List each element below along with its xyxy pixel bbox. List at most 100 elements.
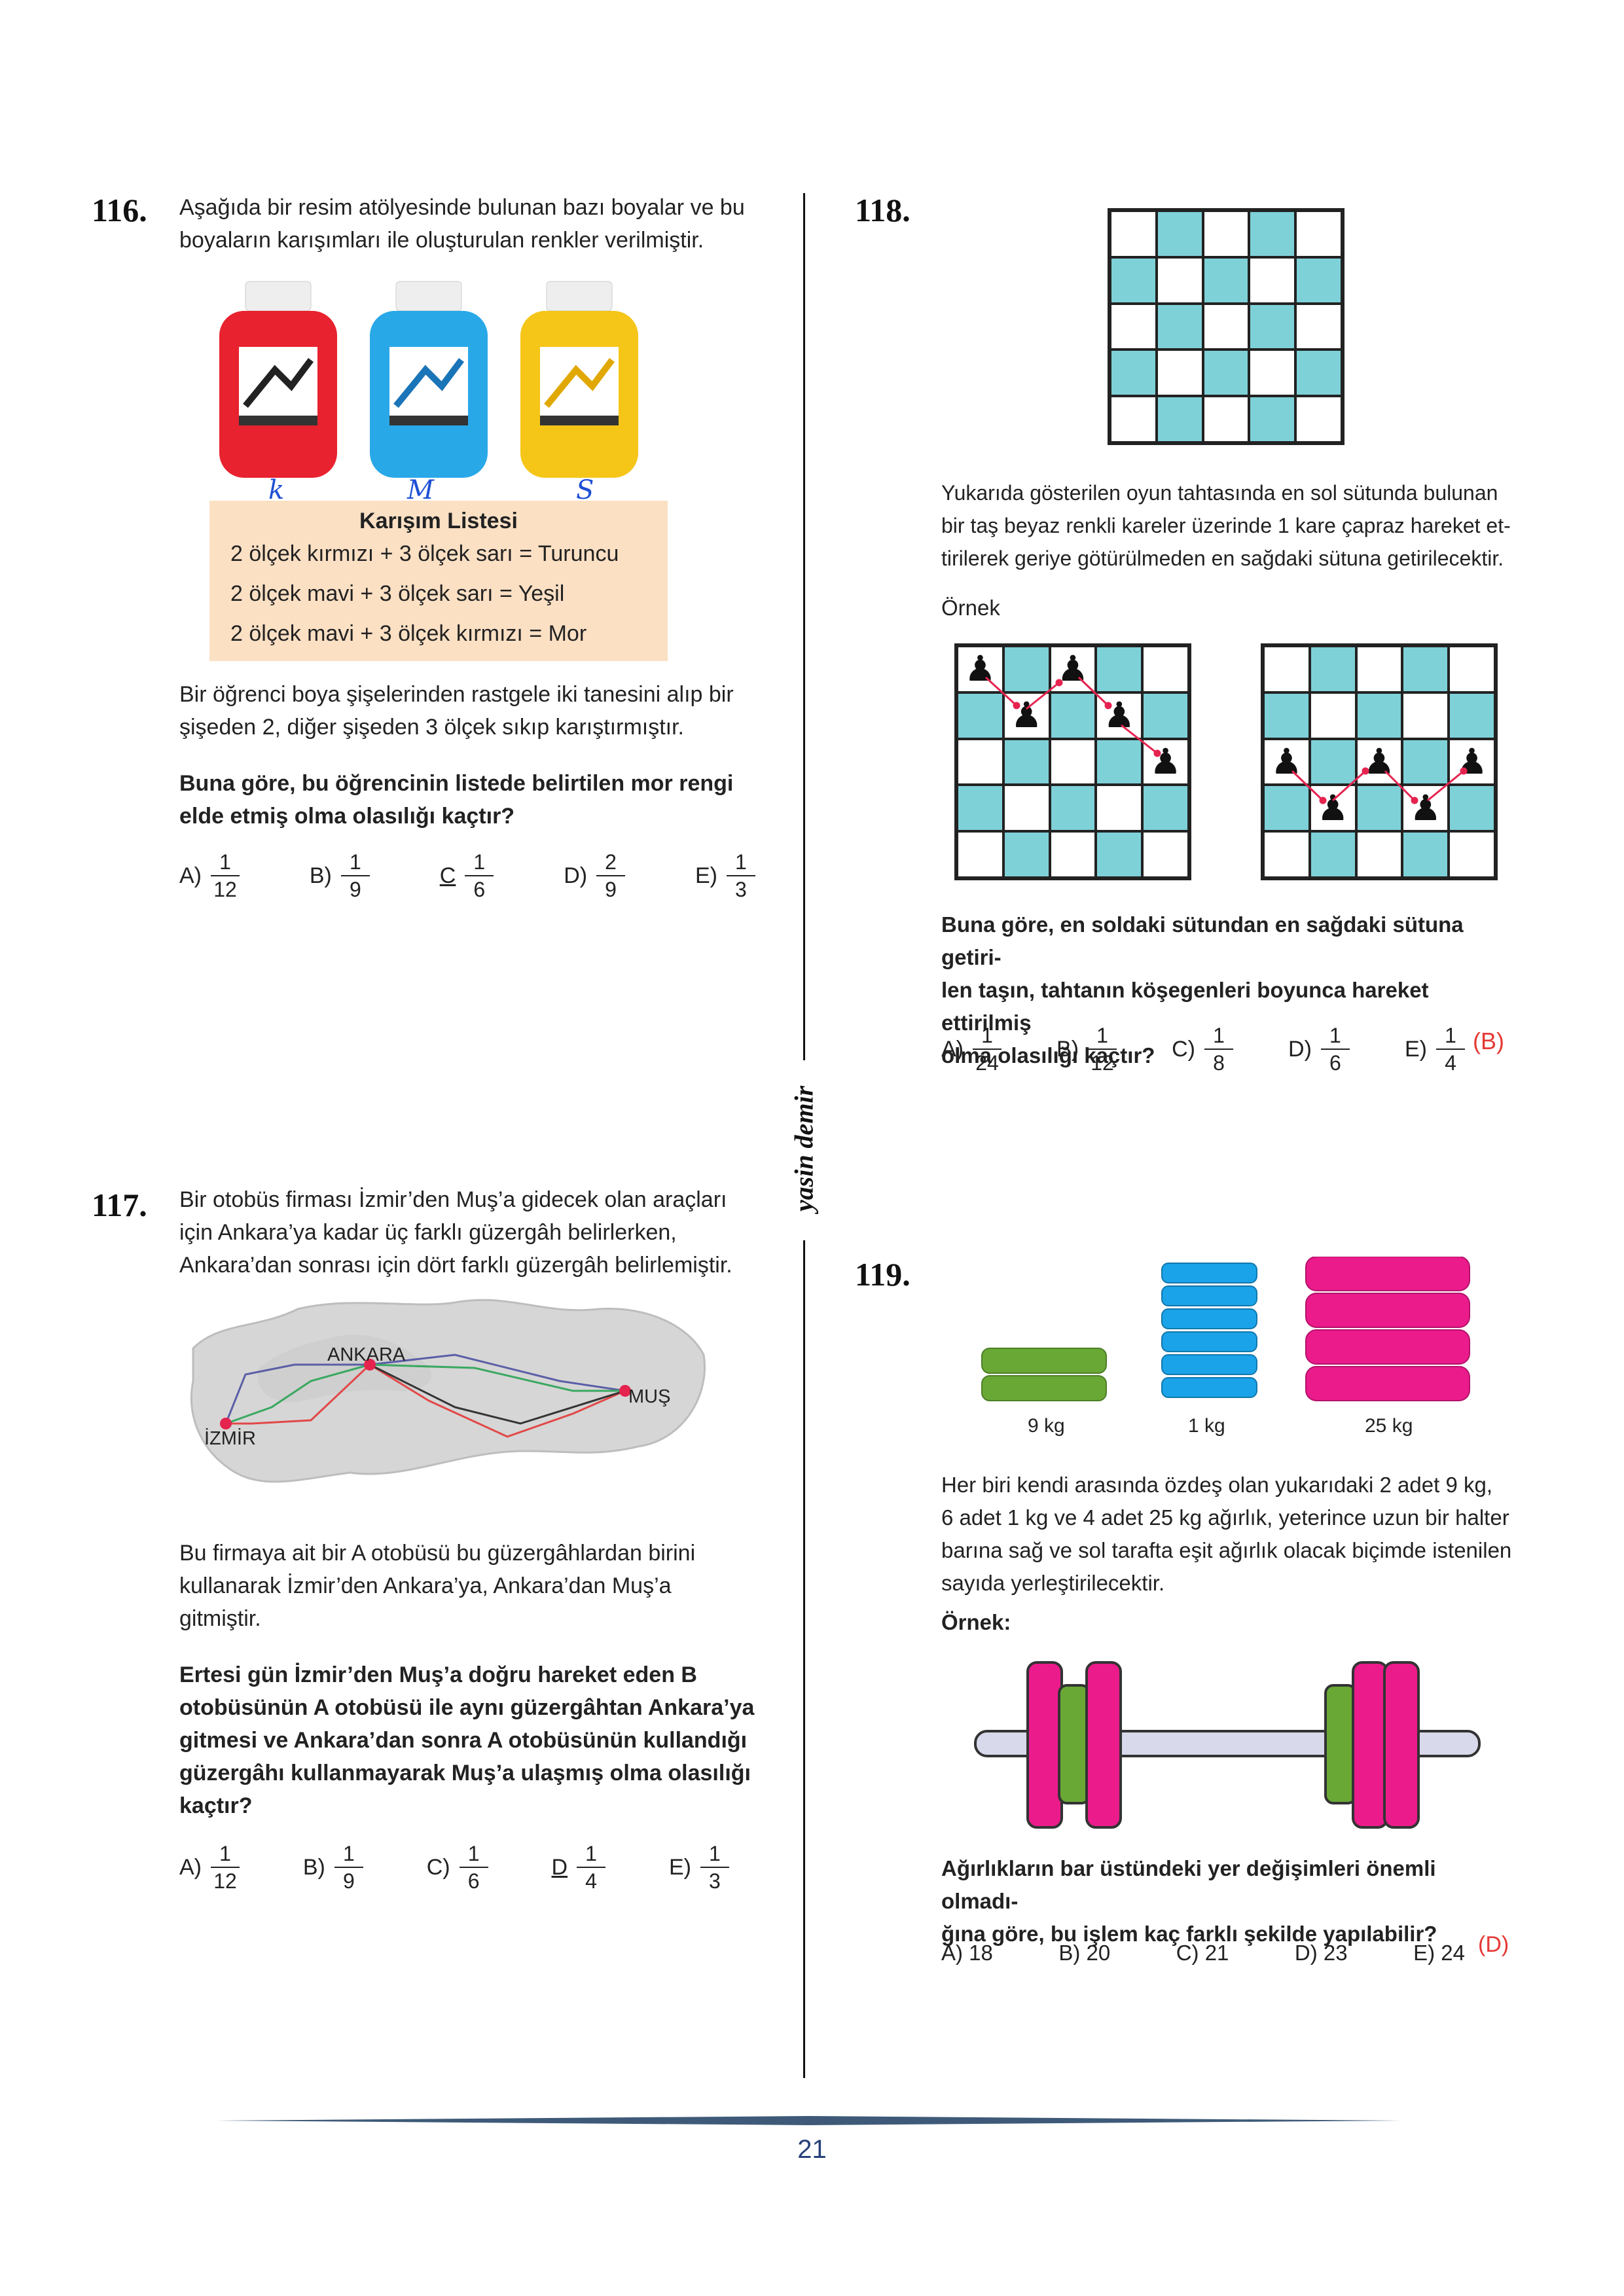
option-c[interactable]: C) 1 6 (427, 1842, 488, 1892)
example-board-2: ♟ ♟ ♟ ♟ ♟ (1261, 643, 1498, 880)
board-cell (1142, 646, 1189, 692)
board-cell (1249, 303, 1296, 350)
paint-bottles (219, 281, 638, 478)
board-cell (1202, 396, 1250, 442)
watermark-author: yasin demir (789, 1085, 819, 1212)
weight-1kg (1161, 1263, 1257, 1398)
option-a[interactable]: A) 1 24 (941, 1024, 1001, 1074)
mixture-item: 2 ölçek mavi + 3 ölçek sarı = Yeşil (230, 581, 565, 606)
option-b[interactable]: B) 1 9 (303, 1842, 363, 1892)
option-e[interactable]: E) 1 4 (1405, 1024, 1465, 1074)
q119-answer-key: (D) (1478, 1932, 1509, 1957)
board-cell (1110, 350, 1157, 397)
mus-marker (619, 1385, 631, 1397)
board-cell (1202, 211, 1250, 257)
blue-paint-bottle (370, 281, 488, 478)
option-e[interactable]: E) 1 3 (669, 1842, 729, 1892)
board-cell (1096, 785, 1143, 832)
q118-question: Buna göre, en soldaki sütundan en sağdak… (941, 912, 1464, 1067)
handwritten-k: k (268, 475, 285, 505)
option-b[interactable]: B) 20 (1058, 1941, 1111, 1965)
option-c[interactable]: C) 21 (1176, 1941, 1229, 1965)
board-cell (1449, 692, 1495, 739)
board-cell (1049, 831, 1096, 878)
board-cell (1049, 785, 1096, 832)
board-cell (1096, 738, 1143, 785)
board-cell (1449, 785, 1495, 832)
column-divider-top (803, 193, 805, 1060)
option-d[interactable]: D) 1 6 (1288, 1024, 1350, 1074)
board-cell (1110, 211, 1157, 257)
example-board-1: ♟ ♟ ♟ ♟ ♟ (954, 643, 1191, 880)
question-number-117: 117. (92, 1187, 147, 1223)
board-cell (957, 738, 1003, 785)
board-cell: ♟ (1096, 692, 1143, 739)
routes-ankara-mus (369, 1354, 626, 1438)
board-cell (1402, 831, 1449, 878)
handwritten-s: S (576, 475, 594, 505)
board-cell (1295, 211, 1342, 257)
pawn-icon: ♟ (1316, 788, 1349, 828)
board-cell (1202, 350, 1250, 397)
board-cell (1156, 303, 1203, 350)
board-cell (1263, 692, 1310, 739)
board-cell: ♟ (1142, 738, 1189, 785)
board-cell (957, 785, 1003, 832)
yellow-paint-bottle (520, 281, 638, 478)
q118-options: A) 1 24 B) 1 12 C) 1 8 D) 1 6 E) 1 4 (941, 1024, 1465, 1074)
q117-intro: Bir otobüs firması İzmir’den Muş’a gidec… (179, 1187, 732, 1278)
board-cell (1295, 396, 1342, 442)
option-b[interactable]: B) 1 12 (1056, 1024, 1117, 1074)
option-a[interactable]: A) 18 (941, 1941, 993, 1965)
q118-intro: Yukarıda gösterilen oyun tahtasında en s… (941, 481, 1511, 570)
board-cell: ♟ (1309, 785, 1356, 832)
board-cell (1202, 303, 1250, 350)
board-cell: ♟ (1356, 738, 1403, 785)
board-cell (1249, 350, 1296, 397)
q118-answer-key: (B) (1473, 1028, 1504, 1054)
option-c[interactable]: C) 1 8 (1172, 1024, 1233, 1074)
board-cell (957, 831, 1003, 878)
board-cell (1356, 646, 1403, 692)
board-cell (1110, 396, 1157, 442)
pawn-icon: ♟ (1363, 742, 1396, 781)
question-number-116: 116. (92, 192, 147, 228)
board-cell (957, 692, 1003, 739)
option-a[interactable]: A) 1 12 (179, 851, 240, 901)
board-cell (1356, 692, 1403, 739)
board-cell (1356, 785, 1403, 832)
option-d[interactable]: D) 23 (1294, 1941, 1348, 1965)
option-e[interactable]: E) 24 (1413, 1941, 1465, 1965)
page-number: 21 (797, 2135, 827, 2164)
board-cell (1110, 257, 1157, 304)
mixture-item: 2 ölçek kırmızı + 3 ölçek sarı = Turuncu (230, 541, 619, 566)
mixture-list-box: Karışım Listesi 2 ölçek kırmızı + 3 ölçe… (209, 501, 668, 661)
option-b[interactable]: B) 1 9 (310, 851, 370, 901)
board-cell (1449, 646, 1495, 692)
board-cell (1003, 785, 1050, 832)
q118-example-label: Örnek (941, 596, 1000, 620)
board-cell (1356, 831, 1403, 878)
q116-question: Buna göre, bu öğrencinin listede belirti… (179, 771, 734, 829)
q117-body: Bu firmaya ait bir A otobüsü bu güzergâh… (179, 1541, 696, 1631)
board-cell: ♟ (1263, 738, 1310, 785)
option-a[interactable]: A) 1 12 (179, 1842, 240, 1892)
izmir-marker (220, 1418, 232, 1429)
board-cell (1202, 257, 1250, 304)
board-cell (1402, 738, 1449, 785)
board-cell (1449, 831, 1495, 878)
option-d[interactable]: D) 2 9 (564, 851, 626, 901)
board-cell (1295, 350, 1342, 397)
board-cell (1156, 396, 1203, 442)
board-cell (1096, 831, 1143, 878)
board-cell (1295, 257, 1342, 304)
board-cell (1263, 646, 1310, 692)
option-e[interactable]: E) 1 3 (695, 851, 755, 901)
question-number-118: 118. (855, 192, 911, 228)
weight-plates (981, 1257, 1470, 1401)
q119-question: Ağırlıkların bar üstündeki yer değişimle… (941, 1856, 1437, 1946)
board-cell (1402, 692, 1449, 739)
